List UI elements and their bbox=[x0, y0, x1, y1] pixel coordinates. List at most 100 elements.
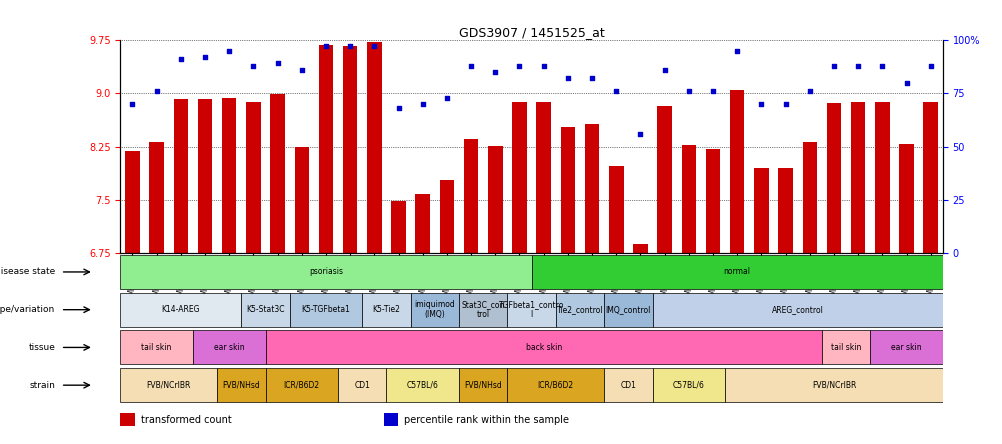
Text: K5-Stat3C: K5-Stat3C bbox=[246, 305, 285, 314]
Point bbox=[825, 62, 841, 69]
Point bbox=[632, 130, 648, 137]
Point bbox=[148, 87, 164, 95]
Bar bbox=[536, 102, 550, 253]
Text: FVB/NCrIBR: FVB/NCrIBR bbox=[811, 381, 856, 390]
FancyBboxPatch shape bbox=[507, 368, 603, 402]
Point bbox=[342, 43, 358, 50]
Bar bbox=[584, 124, 599, 253]
Bar bbox=[632, 244, 647, 253]
Bar bbox=[560, 127, 574, 253]
Text: ear skin: ear skin bbox=[891, 343, 921, 352]
Bar bbox=[415, 194, 430, 253]
FancyBboxPatch shape bbox=[266, 330, 821, 365]
Bar bbox=[221, 98, 236, 253]
Bar bbox=[512, 102, 526, 253]
FancyBboxPatch shape bbox=[290, 293, 362, 327]
FancyBboxPatch shape bbox=[386, 368, 459, 402]
Text: TGFbeta1_contro
l: TGFbeta1_contro l bbox=[498, 300, 564, 319]
FancyBboxPatch shape bbox=[120, 330, 192, 365]
FancyBboxPatch shape bbox=[821, 330, 870, 365]
Text: AREG_control: AREG_control bbox=[771, 305, 823, 314]
Bar bbox=[245, 102, 261, 253]
Text: CD1: CD1 bbox=[620, 381, 635, 390]
FancyBboxPatch shape bbox=[870, 330, 942, 365]
Bar bbox=[367, 42, 381, 253]
FancyBboxPatch shape bbox=[531, 255, 942, 289]
Bar bbox=[681, 145, 695, 253]
Point bbox=[874, 62, 890, 69]
Point bbox=[656, 66, 672, 73]
Text: ICR/B6D2: ICR/B6D2 bbox=[284, 381, 320, 390]
Bar bbox=[826, 103, 841, 253]
Point bbox=[680, 87, 696, 95]
Bar bbox=[850, 102, 865, 253]
Text: genotype/variation: genotype/variation bbox=[0, 305, 55, 314]
Text: normal: normal bbox=[723, 267, 749, 277]
Text: FVB/NCrIBR: FVB/NCrIBR bbox=[146, 381, 190, 390]
FancyBboxPatch shape bbox=[459, 368, 507, 402]
Point bbox=[801, 87, 817, 95]
Bar bbox=[271, 94, 285, 253]
Point bbox=[414, 100, 430, 107]
FancyBboxPatch shape bbox=[410, 293, 459, 327]
Point bbox=[390, 105, 406, 112]
Point bbox=[270, 60, 286, 67]
Text: tail skin: tail skin bbox=[141, 343, 171, 352]
Point bbox=[511, 62, 527, 69]
FancyBboxPatch shape bbox=[120, 293, 241, 327]
Point bbox=[753, 100, 769, 107]
Point bbox=[124, 100, 140, 107]
FancyBboxPatch shape bbox=[241, 293, 290, 327]
Point bbox=[559, 75, 575, 82]
Text: CD1: CD1 bbox=[354, 381, 370, 390]
Text: back skin: back skin bbox=[525, 343, 561, 352]
Bar bbox=[656, 106, 671, 253]
Text: imiquimod
(IMQ): imiquimod (IMQ) bbox=[414, 300, 455, 319]
Point bbox=[318, 43, 334, 50]
FancyBboxPatch shape bbox=[120, 368, 216, 402]
Point bbox=[898, 79, 914, 86]
Bar bbox=[778, 168, 792, 253]
Bar bbox=[488, 146, 502, 253]
FancyBboxPatch shape bbox=[652, 293, 942, 327]
Point bbox=[607, 87, 623, 95]
Text: percentile rank within the sample: percentile rank within the sample bbox=[404, 415, 568, 424]
Bar bbox=[754, 168, 768, 253]
Point bbox=[850, 62, 866, 69]
FancyBboxPatch shape bbox=[362, 293, 410, 327]
Point bbox=[535, 62, 551, 69]
FancyBboxPatch shape bbox=[724, 368, 942, 402]
Text: transformed count: transformed count bbox=[140, 415, 231, 424]
Point bbox=[704, 87, 720, 95]
FancyBboxPatch shape bbox=[555, 293, 603, 327]
Bar bbox=[343, 46, 357, 253]
Bar bbox=[729, 91, 743, 253]
FancyBboxPatch shape bbox=[266, 368, 338, 402]
Bar bbox=[197, 99, 212, 253]
Point bbox=[777, 100, 793, 107]
FancyBboxPatch shape bbox=[507, 293, 555, 327]
Point bbox=[439, 94, 455, 101]
Point bbox=[463, 62, 479, 69]
Text: psoriasis: psoriasis bbox=[309, 267, 343, 277]
Point bbox=[487, 68, 503, 75]
Text: K5-Tie2: K5-Tie2 bbox=[372, 305, 400, 314]
Point bbox=[366, 43, 382, 50]
Text: K14-AREG: K14-AREG bbox=[161, 305, 199, 314]
Text: FVB/NHsd: FVB/NHsd bbox=[464, 381, 502, 390]
FancyBboxPatch shape bbox=[603, 368, 652, 402]
Text: C57BL/6: C57BL/6 bbox=[407, 381, 438, 390]
Bar bbox=[149, 142, 163, 253]
Text: disease state: disease state bbox=[0, 267, 55, 277]
Bar bbox=[383, 413, 398, 426]
Bar bbox=[923, 102, 937, 253]
Text: tail skin: tail skin bbox=[830, 343, 861, 352]
Text: IMQ_control: IMQ_control bbox=[605, 305, 650, 314]
Bar bbox=[802, 142, 817, 253]
Text: FVB/NHsd: FVB/NHsd bbox=[222, 381, 260, 390]
FancyBboxPatch shape bbox=[652, 368, 724, 402]
Bar bbox=[705, 149, 719, 253]
FancyBboxPatch shape bbox=[216, 368, 266, 402]
Point bbox=[728, 47, 744, 54]
Text: C57BL/6: C57BL/6 bbox=[672, 381, 704, 390]
